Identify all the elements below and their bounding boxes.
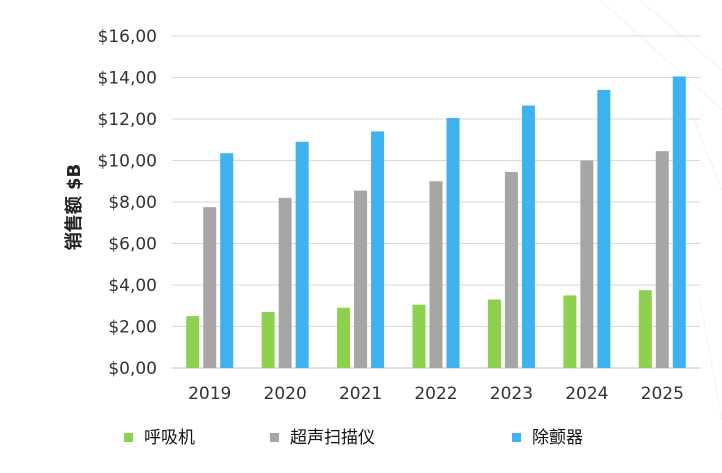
bar-3 xyxy=(220,153,234,368)
bar-3 xyxy=(597,89,611,368)
bars xyxy=(186,76,686,369)
x-axis-tick-labels: 2019 2020 2021 2022 2023 2024 2025 xyxy=(188,384,684,404)
y-tick-label: $2,00 xyxy=(108,318,157,338)
bar-3 xyxy=(521,105,535,368)
bar-1 xyxy=(337,307,351,368)
bar-1 xyxy=(412,304,426,368)
bar-2 xyxy=(580,160,594,368)
legend-swatch xyxy=(124,433,133,442)
y-tick-label: $14,00 xyxy=(98,69,157,89)
x-tick-label: 2022 xyxy=(414,384,457,404)
bar-3 xyxy=(295,141,309,368)
bar-1 xyxy=(563,295,577,368)
bar-2 xyxy=(354,190,368,368)
x-tick-label: 2025 xyxy=(641,384,684,404)
x-tick-label: 2021 xyxy=(339,384,382,404)
bar-3 xyxy=(672,76,686,369)
bar-3 xyxy=(371,131,385,368)
bar-2 xyxy=(278,197,292,368)
y-tick-label: $12,00 xyxy=(98,110,157,130)
y-tick-label: $4,00 xyxy=(108,276,157,296)
bar-2 xyxy=(655,151,669,368)
y-axis-tick-labels: $0,00 $2,00 $4,00 $6,00 $8,00 $10,00 $12,00 $14… xyxy=(98,27,157,379)
bar-1 xyxy=(638,290,652,368)
bar-3 xyxy=(446,117,460,369)
legend-label: 超声扫描仪 xyxy=(290,428,375,448)
x-tick-label: 2023 xyxy=(490,384,533,404)
bar-2 xyxy=(504,171,518,368)
y-tick-label: $16,00 xyxy=(98,27,157,47)
bar-2 xyxy=(203,207,217,368)
y-axis-title: 销售额 $B xyxy=(63,164,85,251)
bar-2 xyxy=(429,181,443,368)
legend: 呼吸机 超声扫描仪 除颤器 xyxy=(124,428,583,448)
background-decoration xyxy=(599,0,722,421)
y-tick-label: $0,00 xyxy=(108,359,157,379)
bar-1 xyxy=(186,316,200,368)
y-tick-label: $6,00 xyxy=(108,235,157,255)
legend-label: 呼吸机 xyxy=(144,428,195,448)
y-tick-label: $10,00 xyxy=(98,152,157,172)
bar-1 xyxy=(487,299,501,368)
y-tick-label: $8,00 xyxy=(108,193,157,213)
bar-1 xyxy=(261,311,275,368)
x-tick-label: 2020 xyxy=(264,384,307,404)
legend-label: 除颤器 xyxy=(532,428,583,448)
legend-swatch xyxy=(270,433,279,442)
x-tick-label: 2019 xyxy=(188,384,231,404)
legend-swatch xyxy=(512,433,521,442)
x-tick-label: 2024 xyxy=(565,384,608,404)
